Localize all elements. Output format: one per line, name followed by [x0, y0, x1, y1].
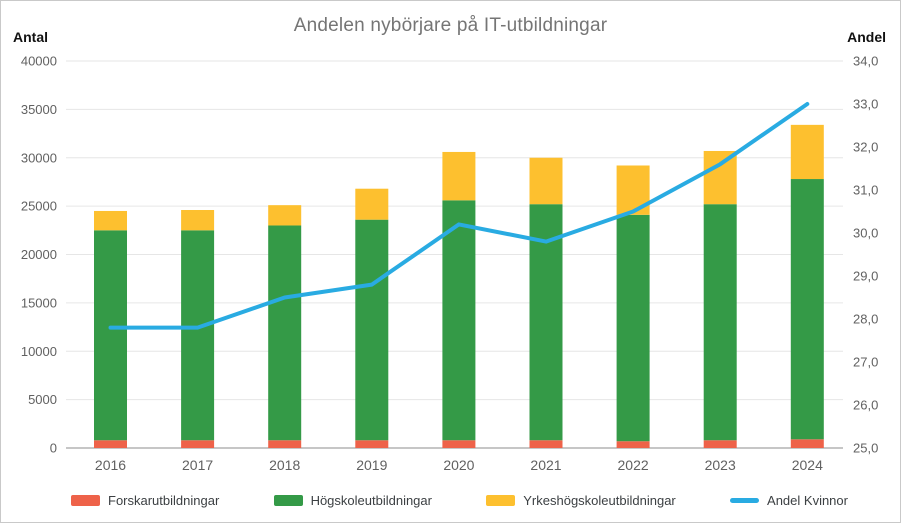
legend-item-forskarutbildningar: Forskarutbildningar — [71, 493, 219, 508]
right-tick-label: 30,0 — [853, 226, 878, 241]
bar-segment-högskoleutbildningar — [181, 230, 215, 441]
left-tick-label: 40000 — [21, 54, 57, 69]
x-tick-label: 2023 — [705, 457, 736, 473]
legend-label: Forskarutbildningar — [108, 492, 220, 508]
bar-segment-yrkeshögskoleutbildningar — [442, 151, 476, 201]
legend-swatch-bar-icon — [273, 494, 303, 506]
bar-segment-forskarutbildningar — [616, 441, 650, 448]
left-tick-label: 0 — [50, 441, 57, 456]
legend-swatch-bar-icon — [71, 494, 100, 506]
bar-segment-högskoleutbildningar — [355, 219, 389, 441]
bar-segment-forskarutbildningar — [529, 440, 563, 448]
bar-segment-yrkeshögskoleutbildningar — [268, 205, 302, 226]
right-tick-label: 28,0 — [853, 312, 878, 327]
bar-segment-högskoleutbildningar — [442, 200, 476, 441]
bar-segment-högskoleutbildningar — [703, 204, 737, 441]
bar-segment-högskoleutbildningar — [268, 225, 302, 441]
right-tick-label: 32,0 — [853, 140, 878, 155]
left-tick-label: 20000 — [21, 247, 57, 262]
right-tick-label: 29,0 — [853, 269, 878, 284]
bar-segment-yrkeshögskoleutbildningar — [529, 157, 563, 205]
right-tick-label: 26,0 — [853, 398, 878, 413]
right-tick-label: 25,0 — [853, 441, 878, 456]
x-tick-label: 2024 — [792, 457, 823, 473]
bar-segment-yrkeshögskoleutbildningar — [94, 210, 127, 231]
andel-kvinnor-line — [108, 102, 810, 330]
bar-segment-forskarutbildningar — [181, 440, 215, 448]
bar-segment-forskarutbildningar — [94, 440, 127, 448]
x-tick-label: 2022 — [618, 457, 649, 473]
right-axis-title: Andel — [847, 29, 886, 45]
bar-segment-forskarutbildningar — [355, 440, 389, 448]
left-axis-title: Antal — [13, 29, 48, 45]
x-tick-label: 2017 — [182, 457, 213, 473]
x-tick-label: 2020 — [443, 457, 474, 473]
legend-label: Högskoleutbildningar — [310, 492, 432, 508]
bar-segment-forskarutbildningar — [442, 440, 476, 448]
right-tick-label: 33,0 — [853, 97, 878, 112]
left-tick-label: 15000 — [21, 295, 57, 310]
legend-item-yrkeshogskoleutbildningar: Yrkeshögskoleutbildningar — [486, 492, 676, 508]
bar-segment-högskoleutbildningar — [790, 179, 824, 440]
bar-segment-yrkeshögskoleutbildningar — [181, 209, 215, 231]
legend-label: Andel Kvinnor — [767, 492, 848, 508]
legend-swatch-bar-icon — [486, 494, 516, 506]
bar-segment-yrkeshögskoleutbildningar — [790, 124, 824, 180]
left-tick-label: 10000 — [21, 344, 57, 359]
left-tick-label: 5000 — [28, 392, 57, 407]
legend-label: Yrkeshögskoleutbildningar — [523, 492, 676, 508]
legend-item-hogskoleutbildningar: Högskoleutbildningar — [273, 492, 432, 508]
right-tick-label: 27,0 — [853, 355, 878, 370]
x-tick-label: 2016 — [95, 457, 126, 473]
bar-segment-forskarutbildningar — [268, 440, 302, 448]
x-tick-label: 2021 — [530, 457, 561, 473]
bar-segment-högskoleutbildningar — [616, 214, 650, 442]
bar-segment-yrkeshögskoleutbildningar — [703, 150, 737, 205]
bar-segment-högskoleutbildningar — [94, 230, 127, 441]
left-tick-label: 30000 — [21, 150, 57, 165]
left-tick-label: 25000 — [21, 199, 57, 214]
x-tick-label: 2018 — [269, 457, 300, 473]
bar-segment-yrkeshögskoleutbildningar — [355, 188, 389, 220]
left-tick-label: 35000 — [21, 102, 57, 117]
legend-swatch-line-icon — [730, 497, 760, 503]
right-tick-label: 31,0 — [853, 183, 878, 198]
legend: Forskarutbildningar Högskoleutbildningar… — [71, 487, 848, 513]
bar-segment-forskarutbildningar — [790, 439, 824, 448]
chart-title: Andelen nybörjare på IT-utbildningar — [293, 15, 608, 36]
x-tick-label: 2019 — [356, 457, 387, 473]
legend-item-andel-kvinnor: Andel Kvinnor — [730, 493, 848, 508]
right-tick-label: 34,0 — [853, 54, 878, 69]
bar-segment-forskarutbildningar — [703, 440, 737, 448]
